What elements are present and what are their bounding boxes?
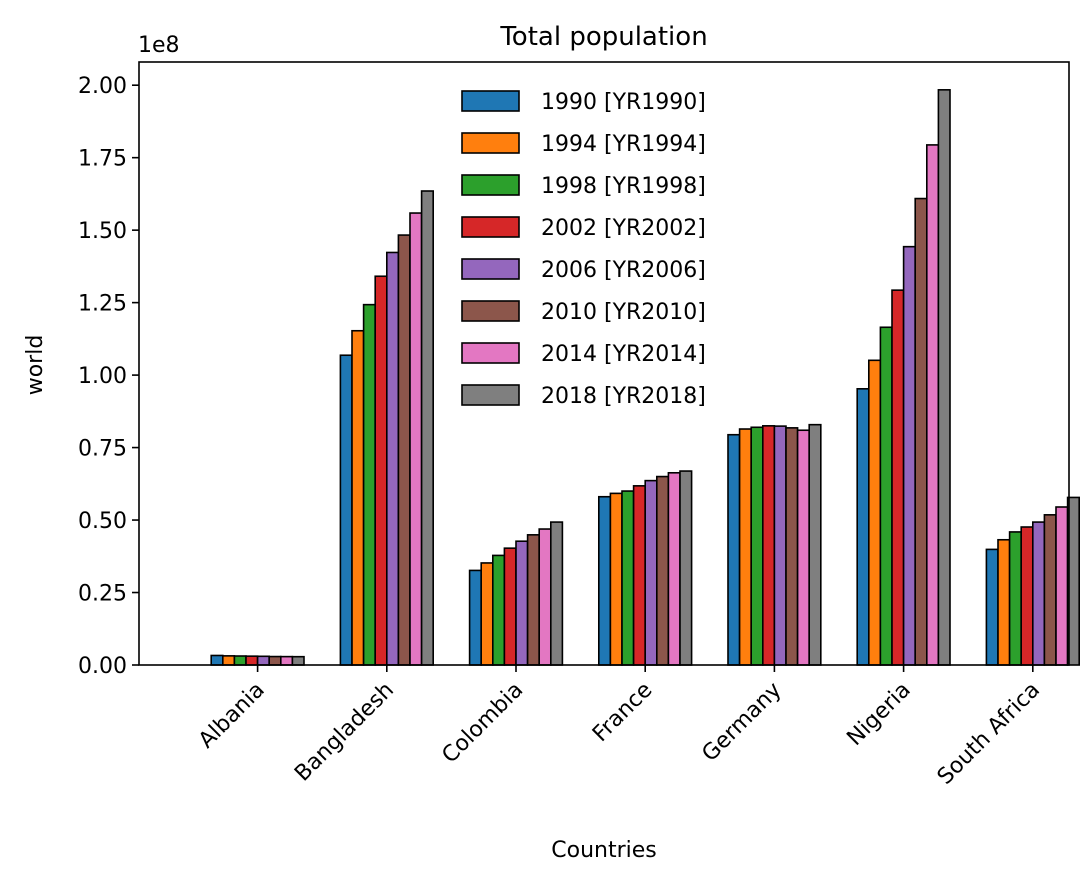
x-tick-label: Colombia [437, 678, 528, 769]
legend-label: 2010 [YR2010] [541, 300, 706, 325]
bar-south-africa-1 [997, 538, 1011, 666]
bar-nigeria-7 [937, 89, 951, 666]
x-tick-label: France [588, 678, 657, 747]
legend-label: 2002 [YR2002] [541, 216, 706, 241]
bar-colombia-4 [515, 540, 529, 666]
bar-colombia-2 [491, 554, 506, 666]
x-axis-label: Countries [551, 838, 657, 863]
y-tick-label: 1.25 [78, 292, 127, 317]
bar-france-7 [679, 470, 693, 666]
bar-south-africa-3 [1020, 526, 1034, 666]
bar-france-6 [667, 471, 681, 666]
bar-albania-1 [222, 655, 236, 666]
bar-france-2 [621, 490, 635, 666]
x-tick-label: Albania [194, 678, 270, 754]
bar-france-0 [597, 495, 612, 666]
bar-germany-1 [738, 428, 752, 666]
legend-label: 2018 [YR2018] [541, 384, 706, 409]
bar-colombia-1 [480, 562, 494, 666]
bar-colombia-7 [549, 521, 564, 666]
bar-south-africa-2 [1008, 531, 1022, 666]
bar-bangladesh-4 [385, 251, 400, 666]
x-tick-label: Germany [697, 678, 786, 767]
bar-bangladesh-2 [362, 303, 377, 666]
y-tick-label: 0.75 [78, 437, 127, 462]
legend-label: 1994 [YR1994] [541, 132, 706, 157]
legend-swatch [461, 384, 520, 406]
bar-bangladesh-7 [420, 190, 435, 666]
bar-colombia-0 [468, 569, 483, 666]
y-tick-label: 0.00 [78, 654, 127, 679]
bar-bangladesh-5 [397, 234, 411, 666]
bar-nigeria-4 [902, 245, 916, 666]
y-tick-label: 0.50 [78, 509, 127, 534]
bar-albania-5 [268, 655, 282, 666]
x-tick-label: South Africa [933, 678, 1045, 790]
legend: 1990 [YR1990] 1994 [YR1994] 1998 [YR1998] 2… [461, 90, 706, 409]
bar-germany-6 [796, 429, 810, 666]
bar-germany-4 [773, 425, 787, 666]
x-tick-label: Nigeria [843, 678, 916, 751]
bar-bangladesh-6 [409, 212, 423, 666]
legend-label: 1998 [YR1998] [541, 174, 706, 199]
bar-south-africa-7 [1066, 496, 1080, 666]
x-tick-label: Bangladesh [290, 678, 399, 787]
y-tick-label: 1.00 [78, 364, 127, 389]
y-tick-label: 1.50 [78, 219, 127, 244]
y-axis-offset-label: 1e8 [138, 33, 180, 58]
legend-label: 2014 [YR2014] [541, 342, 706, 367]
legend-swatch [461, 90, 520, 112]
y-tick-label: 1.75 [78, 147, 127, 172]
bar-colombia-3 [503, 547, 517, 666]
bar-nigeria-3 [891, 289, 905, 666]
bar-bangladesh-1 [351, 329, 365, 666]
legend-swatch [461, 174, 520, 196]
legend-swatch [461, 258, 520, 280]
bar-germany-3 [761, 425, 776, 666]
plot-area-frame [138, 61, 1070, 666]
bar-bangladesh-0 [339, 354, 353, 666]
bar-albania-4 [256, 655, 271, 666]
bar-bangladesh-3 [374, 275, 388, 666]
bar-germany-2 [750, 426, 764, 666]
x-axis-ticks: Albania Bangladesh Colombia France Germany Ni… [194, 665, 1045, 790]
legend-label: 1990 [YR1990] [541, 90, 706, 115]
y-axis-ticks: 0.00 0.25 0.50 0.75 1.00 1.25 1.50 1.75 2.00 [78, 74, 139, 679]
bar-south-africa-5 [1043, 514, 1057, 666]
bar-nigeria-0 [856, 388, 870, 666]
bar-south-africa-6 [1055, 506, 1069, 666]
bar-france-1 [609, 492, 623, 666]
legend-swatch [461, 300, 520, 322]
bar-germany-0 [727, 433, 741, 666]
bar-nigeria-6 [925, 144, 940, 666]
bar-germany-7 [808, 423, 822, 666]
legend-swatch [461, 132, 520, 154]
bar-south-africa-0 [985, 548, 999, 666]
bar-nigeria-5 [914, 197, 928, 666]
bar-germany-5 [785, 427, 799, 666]
legend-label: 2006 [YR2006] [541, 258, 706, 283]
bar-nigeria-2 [879, 326, 893, 666]
bar-colombia-5 [526, 534, 540, 666]
bar-albania-0 [210, 654, 224, 666]
bar-france-4 [644, 479, 658, 666]
bar-nigeria-1 [867, 359, 882, 666]
bar-colombia-6 [538, 528, 552, 666]
bar-south-africa-4 [1032, 521, 1046, 666]
y-tick-label: 0.25 [78, 582, 127, 607]
bar-france-5 [655, 475, 670, 666]
legend-swatch [461, 342, 520, 364]
legend-swatch [461, 216, 520, 238]
bar-albania-2 [233, 655, 247, 666]
y-axis-label: world [23, 335, 48, 396]
chart-title: Total population [499, 22, 707, 52]
bar-france-3 [632, 485, 646, 666]
y-tick-label: 2.00 [78, 74, 127, 99]
bar-albania-7 [291, 655, 305, 666]
bar-albania-6 [279, 655, 294, 666]
bars-group [210, 89, 1080, 666]
bar-albania-3 [245, 655, 259, 666]
